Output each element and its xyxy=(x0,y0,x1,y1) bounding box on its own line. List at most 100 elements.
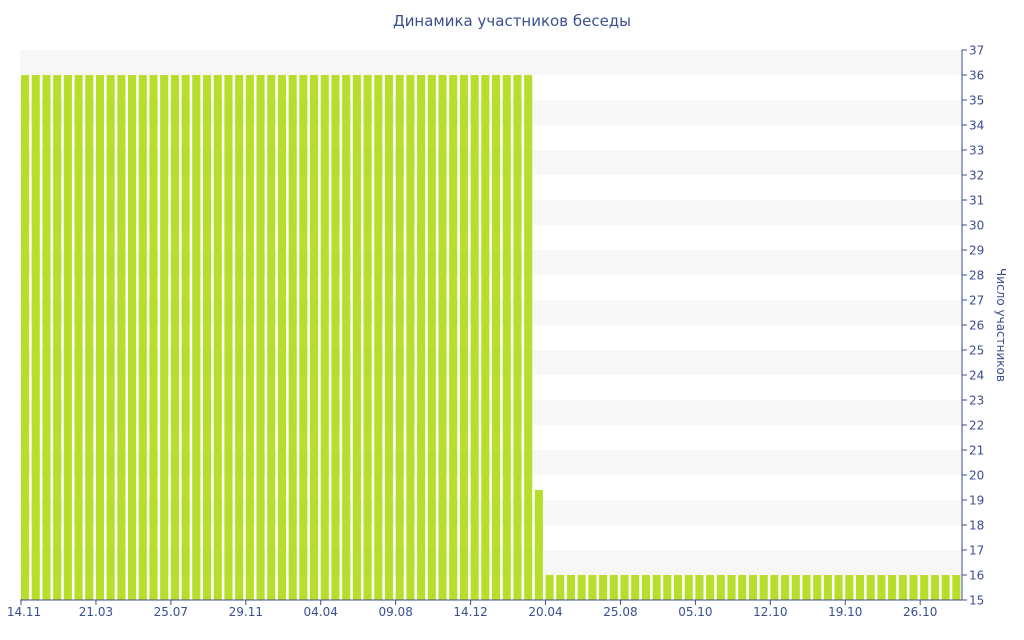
bar xyxy=(813,575,822,600)
bar xyxy=(213,75,222,600)
bar xyxy=(277,75,287,600)
y-tick-label: 35 xyxy=(969,94,984,108)
bar xyxy=(310,75,319,600)
x-tick-label: 29.11 xyxy=(229,605,263,619)
bar xyxy=(738,575,747,600)
bar xyxy=(128,75,137,600)
x-tick-label: 25.07 xyxy=(154,605,188,619)
bar xyxy=(855,575,865,600)
x-tick-label: 26.10 xyxy=(903,605,937,619)
x-tick-label: 14.11 xyxy=(7,605,41,619)
bar xyxy=(609,575,618,600)
bar xyxy=(866,575,875,600)
x-tick-label: 20.04 xyxy=(528,605,562,619)
bar xyxy=(470,75,479,600)
bar xyxy=(748,575,758,600)
bar xyxy=(406,75,415,600)
bar xyxy=(427,75,436,600)
bar xyxy=(545,575,554,600)
y-tick-label: 17 xyxy=(969,544,984,558)
y-tick-label: 22 xyxy=(969,419,984,433)
bar xyxy=(920,575,929,600)
bar xyxy=(599,575,608,600)
y-axis: 15 16 17 18 19 20 21 22 23 24 25 26 27 28 29 30 31 32 33 34… xyxy=(961,44,984,608)
bar xyxy=(224,75,233,600)
bar xyxy=(663,575,672,600)
y-tick-label: 18 xyxy=(969,519,984,533)
bar xyxy=(384,75,394,600)
bar xyxy=(716,575,725,600)
y-tick-label: 20 xyxy=(969,469,984,483)
bar xyxy=(631,575,640,600)
bar xyxy=(566,575,576,600)
y-tick-label: 29 xyxy=(969,244,984,258)
y-axis-label: Число участников xyxy=(994,268,1008,382)
bar xyxy=(21,75,30,600)
bar-series xyxy=(21,75,961,600)
y-tick-label: 26 xyxy=(969,319,984,333)
bar xyxy=(74,75,83,600)
grid-band xyxy=(20,50,962,75)
bar xyxy=(556,575,565,600)
bar xyxy=(31,75,40,600)
bar xyxy=(534,490,543,600)
bar xyxy=(288,75,297,600)
x-tick-label: 14.12 xyxy=(453,605,487,619)
x-tick-label: 12.10 xyxy=(753,605,787,619)
bar xyxy=(138,75,147,600)
bar xyxy=(652,575,661,600)
bar xyxy=(492,75,501,600)
bar xyxy=(117,75,126,600)
bar xyxy=(952,575,961,600)
bar xyxy=(42,75,51,600)
bar xyxy=(834,575,843,600)
y-tick-label: 15 xyxy=(969,594,984,608)
bar xyxy=(781,575,790,600)
x-tick-label: 09.08 xyxy=(378,605,412,619)
bar xyxy=(588,575,597,600)
bar xyxy=(106,75,115,600)
x-axis: 14.11 21.03 25.07 29.11 04.04 09.08 14.12 20.04… xyxy=(7,599,962,619)
bar xyxy=(759,575,768,600)
bar xyxy=(791,575,800,600)
y-tick-label: 31 xyxy=(969,194,984,208)
bar xyxy=(417,75,426,600)
bar xyxy=(149,75,158,600)
x-tick-label: 04.04 xyxy=(304,605,338,619)
bar xyxy=(363,75,372,600)
bar xyxy=(877,575,886,600)
bar xyxy=(245,75,254,600)
bar xyxy=(438,75,447,600)
x-tick-label: 05.10 xyxy=(678,605,712,619)
y-tick-label: 16 xyxy=(969,569,984,583)
bar xyxy=(267,75,276,600)
x-tick-label: 21.03 xyxy=(79,605,113,619)
bar xyxy=(256,75,265,600)
y-tick-label: 34 xyxy=(969,119,984,133)
bar xyxy=(53,75,62,600)
bar xyxy=(909,575,918,600)
bar xyxy=(342,75,351,600)
bar xyxy=(684,575,693,600)
bar xyxy=(941,575,950,600)
x-tick-label: 25.08 xyxy=(603,605,637,619)
y-tick-label: 32 xyxy=(969,169,984,183)
bar xyxy=(620,575,629,600)
bar xyxy=(299,75,308,600)
y-tick-label: 37 xyxy=(969,44,984,58)
bar xyxy=(695,575,704,600)
bar xyxy=(95,75,105,600)
chart-title: Динамика участников беседы xyxy=(392,12,632,30)
bar xyxy=(449,75,458,600)
bar xyxy=(845,575,854,600)
x-tick-label: 19.10 xyxy=(828,605,862,619)
bar xyxy=(641,575,650,600)
bar xyxy=(524,75,533,600)
bar xyxy=(459,75,468,600)
bar xyxy=(202,75,212,600)
bar xyxy=(374,75,383,600)
y-tick-label: 24 xyxy=(969,369,984,383)
y-tick-label: 19 xyxy=(969,494,984,508)
bar xyxy=(930,575,939,600)
